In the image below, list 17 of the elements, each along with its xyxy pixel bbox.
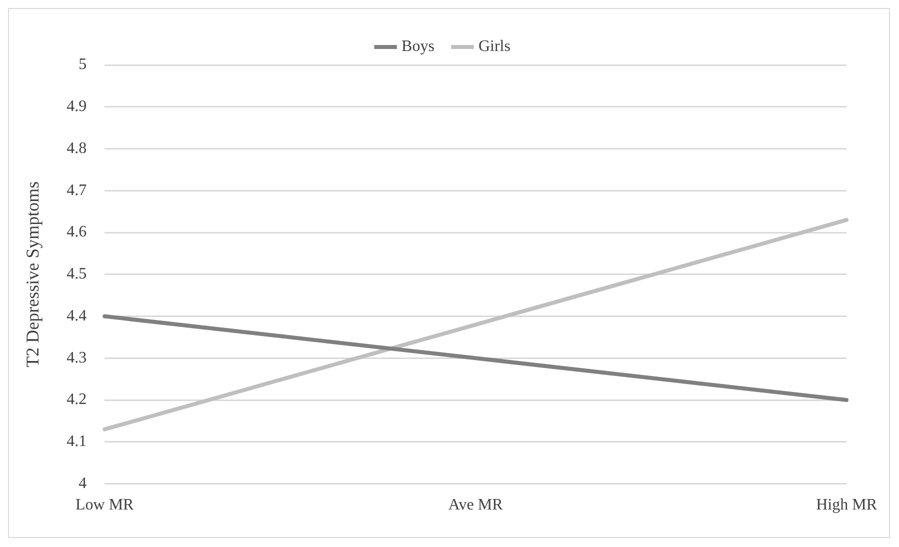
y-tick-label: 5 bbox=[78, 56, 87, 74]
legend-label: Boys bbox=[402, 38, 434, 56]
y-tick-label: 4.1 bbox=[66, 433, 87, 450]
x-tick-label: Low MR bbox=[75, 496, 134, 514]
y-tick-label: 4.2 bbox=[66, 391, 87, 408]
x-tick-label: High MR bbox=[816, 496, 878, 514]
y-tick-label: 4.8 bbox=[66, 140, 87, 157]
y-tick-label: 4 bbox=[78, 475, 87, 492]
y-tick-label: 4.6 bbox=[66, 224, 87, 241]
y-axis-title: T2 Depressive Symptoms bbox=[22, 181, 43, 368]
y-tick-label: 4.7 bbox=[66, 182, 87, 199]
legend-label: Girls bbox=[478, 38, 510, 56]
y-tick-label: 4.5 bbox=[66, 266, 87, 283]
y-tick-label: 4.4 bbox=[66, 307, 87, 324]
y-tick-label: 4.3 bbox=[66, 349, 87, 366]
y-tick-label: 4.9 bbox=[66, 98, 87, 116]
x-tick-label: Ave MR bbox=[448, 496, 504, 514]
